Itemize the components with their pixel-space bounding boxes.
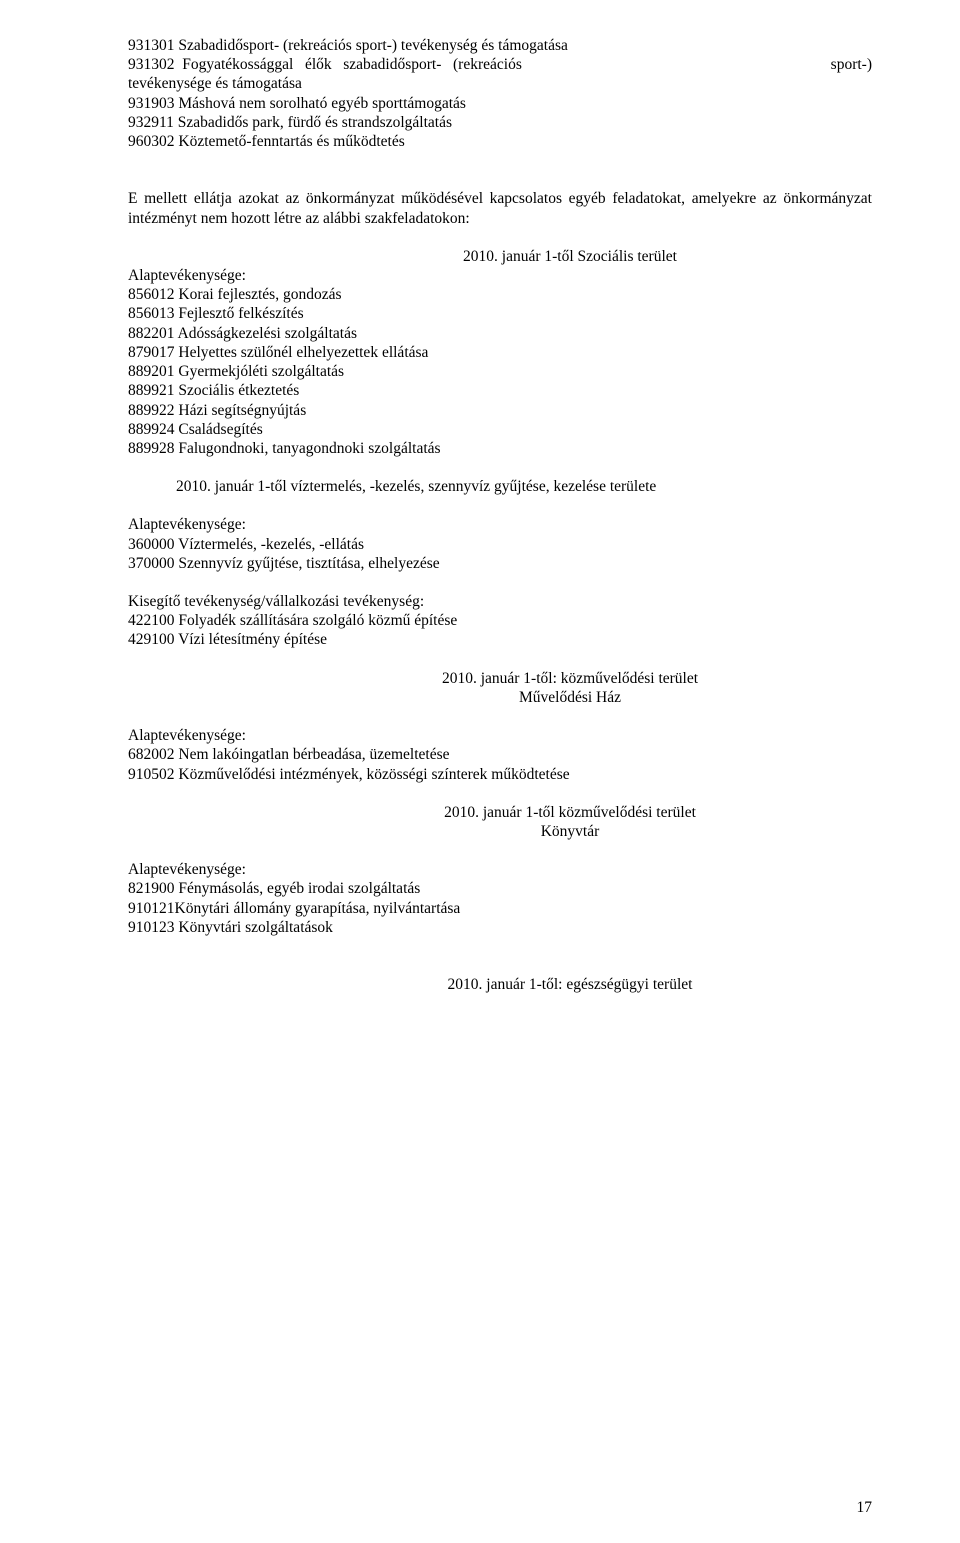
blank-line [128,458,872,477]
section-heading-egeszsegugy: 2010. január 1-től: egészségügyi terület [128,975,872,994]
activity-code-line: 931302 Fogyatékossággal élők szabadidősp… [128,55,872,74]
list-item: 879017 Helyettes szülőnél elhelyezettek … [128,343,872,362]
list-item: Alaptevékenysége: [128,860,872,879]
list-item: 910502 Közművelődési intézmények, közöss… [128,765,872,784]
activity-list-szocialis: Alaptevékenysége:856012 Korai fejlesztés… [128,266,872,458]
section-heading-muvelodesi-haz: Művelődési Ház [128,688,872,707]
list-item: Alaptevékenysége: [128,266,872,285]
blank-line [128,784,872,803]
blank-line [128,956,872,975]
list-item: 360000 Víztermelés, -kezelés, -ellátás [128,535,872,554]
list-item: Alaptevékenysége: [128,515,872,534]
list-item: 889928 Falugondnoki, tanyagondnoki szolg… [128,439,872,458]
section-heading-konyvtar: Könyvtár [128,822,872,841]
list-item: 889921 Szociális étkeztetés [128,381,872,400]
list-item: 882201 Adósságkezelési szolgáltatás [128,324,872,343]
activity-code-line: tevékenysége és támogatása [128,74,872,93]
blank-line [128,573,872,592]
list-item: 682002 Nem lakóingatlan bérbeadása, üzem… [128,745,872,764]
blank-line [128,707,872,726]
list-item: 821900 Fénymásolás, egyéb irodai szolgál… [128,879,872,898]
list-item: 856012 Korai fejlesztés, gondozás [128,285,872,304]
blank-line [128,170,872,189]
activity-code-line: 932911 Szabadidős park, fürdő és strands… [128,113,872,132]
paragraph-intro: E mellett ellátja azokat az önkormányzat… [128,189,872,227]
list-item: 889201 Gyermekjóléti szolgáltatás [128,362,872,381]
blank-line [128,650,872,669]
list-item: 910123 Könyvtári szolgáltatások [128,918,872,937]
auxiliary-activity-list: Kisegítő tevékenység/vállalkozási tevéke… [128,592,872,650]
activity-code-line: 960302 Köztemető-fenntartás és működteté… [128,132,872,151]
list-item: 889922 Házi segítségnyújtás [128,401,872,420]
list-item: Kisegítő tevékenység/vállalkozási tevéke… [128,592,872,611]
list-item: 422100 Folyadék szállítására szolgáló kö… [128,611,872,630]
list-item: 370000 Szennyvíz gyűjtése, tisztítása, e… [128,554,872,573]
blank-line [128,937,872,956]
activity-code-line: 931301 Szabadidősport- (rekreációs sport… [128,36,872,55]
section-heading-viztermeles: 2010. január 1-től víztermelés, -kezelés… [128,477,872,496]
activity-code-line: 931903 Máshová nem sorolható egyéb sport… [128,94,872,113]
list-item: 856013 Fejlesztő felkészítés [128,304,872,323]
document-page: 931301 Szabadidősport- (rekreációs sport… [0,0,960,1543]
blank-line [128,228,872,247]
activity-list-viztermeles: Alaptevékenysége:360000 Víztermelés, -ke… [128,515,872,573]
section-heading-kozmuvelodesi-2: 2010. január 1-től közművelődési terület [128,803,872,822]
activity-list-konyvtar: Alaptevékenysége:821900 Fénymásolás, egy… [128,860,872,937]
blank-line [128,841,872,860]
list-item: 910121Könytári állomány gyarapítása, nyi… [128,899,872,918]
section-heading-kozmuvelodesi-1: 2010. január 1-től: közművelődési terüle… [128,669,872,688]
list-item: 429100 Vízi létesítmény építése [128,630,872,649]
activity-list-muvelodesi-haz: Alaptevékenysége:682002 Nem lakóingatlan… [128,726,872,784]
text-fragment: sport-) [831,55,872,74]
section-heading-szocialis: 2010. január 1-től Szociális terület [128,247,872,266]
list-item: 889924 Családsegítés [128,420,872,439]
text-fragment: 931302 Fogyatékossággal élők szabadidősp… [128,55,522,74]
list-item: Alaptevékenysége: [128,726,872,745]
page-number: 17 [857,1498,873,1517]
blank-line [128,496,872,515]
blank-line [128,151,872,170]
activity-code-block-1: 931301 Szabadidősport- (rekreációs sport… [128,36,872,151]
